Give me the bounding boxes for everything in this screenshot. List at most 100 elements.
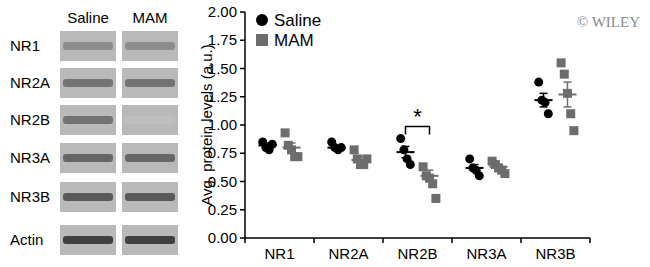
y-tick — [240, 153, 245, 155]
data-point — [544, 109, 553, 118]
blot-strip — [122, 143, 178, 173]
figure: SalineMAMNR1NR2ANR2BNR3ANR3BActin0.000.2… — [0, 0, 650, 267]
x-tick — [451, 238, 453, 243]
error-cap — [471, 164, 479, 166]
blot-band — [63, 154, 113, 162]
x-tick — [520, 238, 522, 243]
error-bar — [360, 157, 362, 164]
blot-strip — [122, 31, 178, 61]
error-bar — [405, 146, 407, 157]
data-point — [281, 128, 290, 137]
blot-row-label: Actin — [10, 231, 43, 248]
blot-strip — [60, 225, 116, 255]
data-point — [569, 126, 578, 135]
error-cap — [495, 164, 503, 166]
error-cap — [357, 156, 365, 158]
error-cap — [426, 169, 434, 171]
blot-row-label: NR2B — [10, 111, 50, 128]
data-point — [406, 160, 415, 169]
error-bar — [543, 93, 545, 107]
error-cap — [426, 181, 434, 183]
error-cap — [264, 147, 272, 149]
y-tick-label: 2.00 — [208, 3, 237, 20]
error-cap — [540, 106, 548, 108]
data-point — [465, 154, 474, 163]
data-point — [534, 78, 543, 87]
y-tick — [240, 96, 245, 98]
data-point — [475, 171, 484, 180]
error-cap — [495, 168, 503, 170]
data-point — [293, 152, 302, 161]
error-cap — [288, 151, 296, 153]
blot-row-label: NR3B — [10, 188, 50, 205]
x-tick — [313, 238, 315, 243]
data-point — [560, 70, 569, 79]
legend-marker — [256, 34, 268, 46]
error-bar — [291, 143, 293, 152]
legend-label: MAM — [274, 31, 314, 50]
error-cap — [264, 142, 272, 144]
blot-band — [63, 193, 113, 201]
blot-band — [125, 42, 175, 50]
error-cap — [564, 81, 572, 83]
error-cap — [333, 149, 341, 151]
blot-band — [125, 154, 175, 162]
y-tick-label: 0.00 — [208, 229, 237, 246]
error-cap — [540, 93, 548, 95]
watermark: © WILEY — [577, 14, 640, 30]
data-point — [362, 154, 371, 163]
y-tick — [240, 181, 245, 183]
error-cap — [402, 157, 410, 159]
error-cap — [288, 142, 296, 144]
y-tick — [240, 68, 245, 70]
blot-band — [63, 42, 113, 50]
blot-band — [63, 79, 113, 87]
legend-label: Saline — [274, 11, 321, 30]
blot-strip — [122, 68, 178, 98]
blot-band — [63, 116, 113, 124]
blot-column-label: MAM — [133, 9, 168, 26]
blot-strip — [122, 225, 178, 255]
blot-strip — [60, 182, 116, 212]
x-tick-label: NR3B — [535, 245, 575, 262]
y-tick — [240, 11, 245, 13]
blot-band — [125, 79, 175, 87]
data-point — [396, 134, 405, 143]
blot-row-label: NR3A — [10, 149, 50, 166]
x-axis — [245, 237, 590, 239]
blot-column-label: Saline — [67, 9, 109, 26]
blot-band — [125, 116, 175, 124]
data-point — [350, 145, 359, 154]
data-point — [557, 58, 566, 67]
data-point — [500, 169, 509, 178]
blot-band — [125, 236, 175, 244]
x-tick-label: NR2B — [397, 245, 437, 262]
error-bar — [567, 82, 569, 107]
y-tick — [240, 40, 245, 42]
error-cap — [564, 106, 572, 108]
blot-band — [63, 236, 113, 244]
legend-marker — [256, 14, 268, 26]
x-tick — [244, 238, 246, 243]
significance-label: * — [413, 104, 422, 129]
blot-band — [125, 193, 175, 201]
blot-strip — [122, 105, 178, 135]
data-point — [566, 109, 575, 118]
x-tick — [589, 238, 591, 243]
plot-area — [258, 58, 578, 203]
y-tick — [240, 209, 245, 211]
x-tick-label: NR1 — [264, 245, 294, 262]
blot-strip — [60, 105, 116, 135]
y-axis-label: Avg. protein levels (a.u.) — [198, 44, 215, 205]
x-tick — [382, 238, 384, 243]
blot-row-label: NR1 — [10, 37, 40, 54]
blot-strip — [60, 31, 116, 61]
x-tick-label: NR3A — [466, 245, 506, 262]
error-cap — [402, 146, 410, 148]
error-cap — [471, 171, 479, 173]
error-cap — [333, 145, 341, 147]
blot-strip — [122, 182, 178, 212]
y-tick — [240, 124, 245, 126]
blot-strip — [60, 68, 116, 98]
blot-strip — [60, 143, 116, 173]
